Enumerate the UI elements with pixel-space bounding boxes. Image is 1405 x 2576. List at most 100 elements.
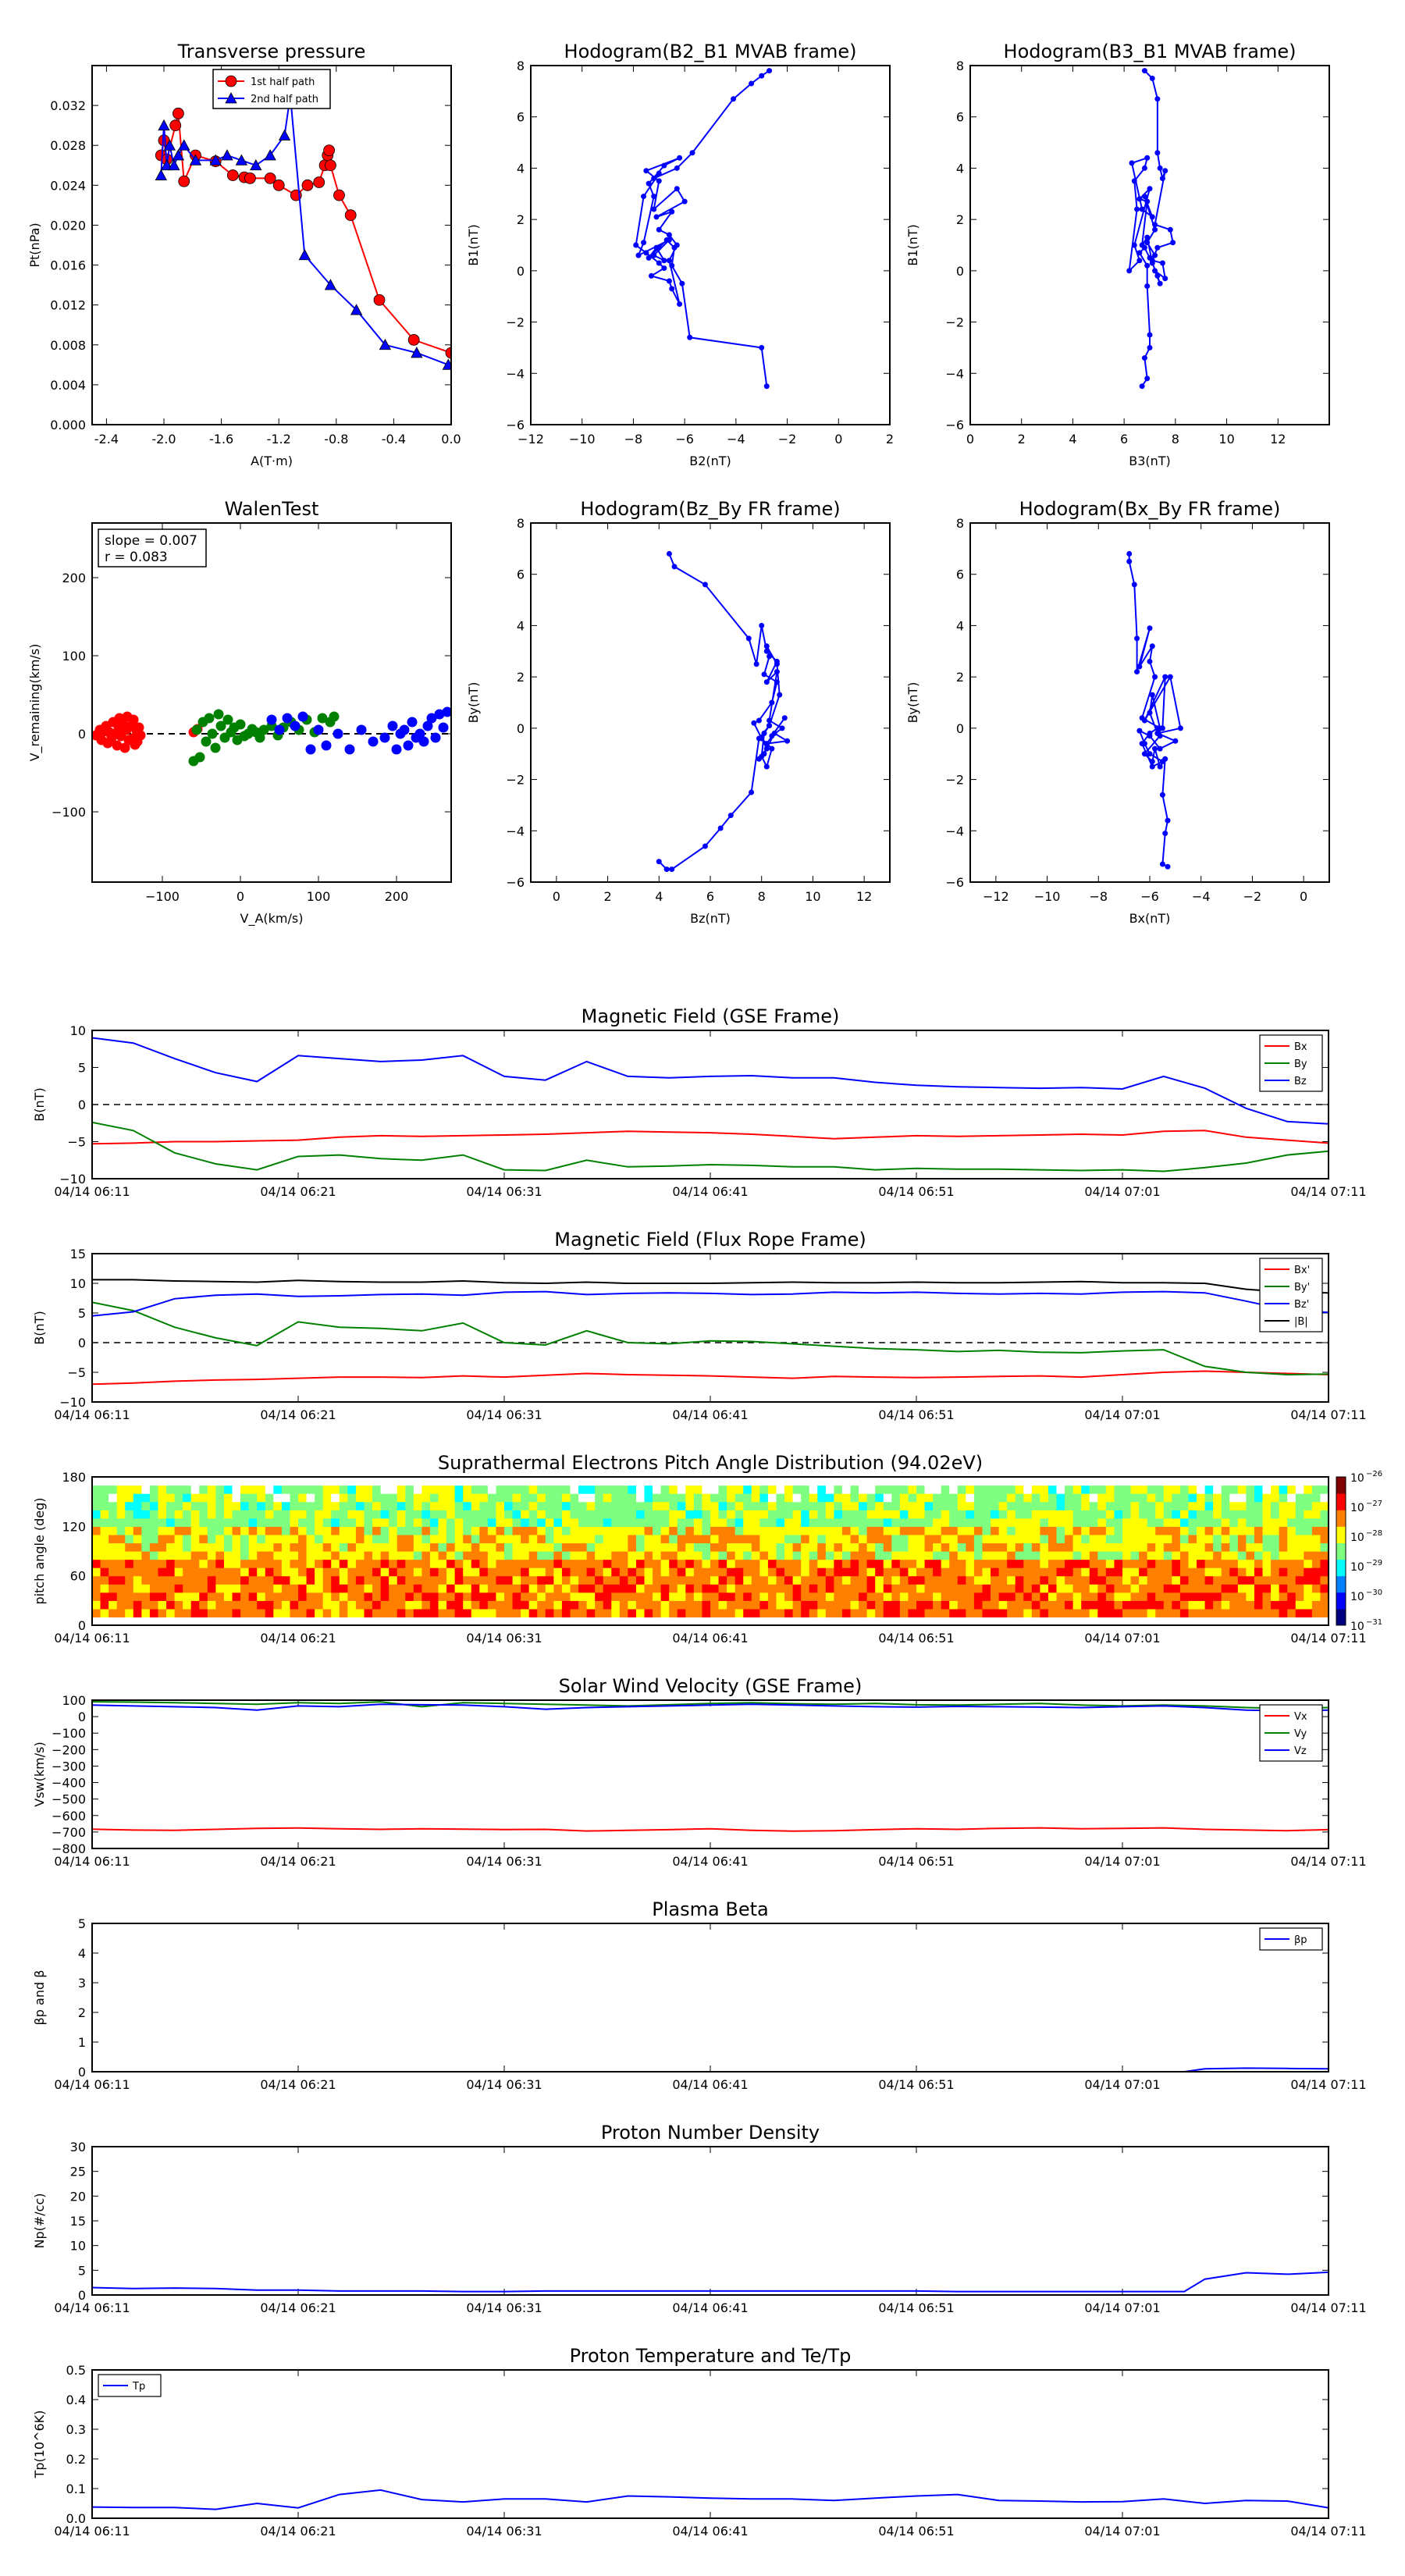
heatmap-cell [496, 1526, 505, 1535]
data-point [379, 732, 390, 743]
heatmap-cell [422, 1617, 431, 1626]
plot-area [1126, 550, 1183, 870]
heatmap-cell [298, 1567, 308, 1577]
heatmap-cell [784, 1600, 794, 1610]
y-tick-label: 0 [78, 1618, 86, 1633]
heatmap-cell [125, 1542, 134, 1552]
heatmap-cell [1130, 1477, 1140, 1486]
heatmap-cell [438, 1551, 447, 1560]
heatmap-cell [611, 1510, 621, 1519]
heatmap-cell [1097, 1567, 1107, 1577]
colorbar-segment [1336, 1477, 1346, 1494]
heatmap-cell [232, 1608, 241, 1618]
heatmap-cell [331, 1600, 340, 1610]
heatmap-cell [281, 1551, 291, 1560]
data-point [641, 240, 647, 246]
heatmap-cell [1147, 1608, 1156, 1618]
heatmap-cell [496, 1559, 505, 1568]
heatmap-cell [1065, 1608, 1074, 1618]
data-point [344, 209, 357, 222]
heatmap-cell [504, 1600, 514, 1610]
heatmap-cell [207, 1534, 216, 1544]
data-point [646, 180, 652, 187]
heatmap-cell [446, 1534, 456, 1544]
heatmap-cell [1254, 1517, 1264, 1527]
heatmap-cell [1188, 1542, 1197, 1552]
heatmap-cell [991, 1534, 1000, 1544]
heatmap-cell [710, 1567, 720, 1577]
heatmap-cell [941, 1584, 950, 1593]
y-axis-label: Vsw(km/s) [32, 1742, 47, 1806]
heatmap-cell [1130, 1608, 1140, 1618]
heatmap-cell [991, 1559, 1000, 1568]
heatmap-cell [941, 1559, 950, 1568]
heatmap-cell [792, 1501, 802, 1510]
heatmap-cell [190, 1608, 200, 1618]
heatmap-cell [413, 1584, 422, 1593]
data-point [661, 265, 667, 272]
heatmap-cell [257, 1584, 266, 1593]
heatmap-cell [1311, 1575, 1321, 1585]
heatmap-cell [1179, 1542, 1190, 1552]
heatmap-cell [306, 1501, 315, 1510]
heatmap-cell [957, 1542, 966, 1552]
heatmap-cell [166, 1493, 176, 1503]
heatmap-cell [982, 1493, 991, 1503]
heatmap-cell [141, 1551, 151, 1560]
heatmap-cell [1015, 1600, 1024, 1610]
heatmap-cell [973, 1534, 984, 1544]
heatmap-cell [92, 1493, 101, 1503]
heatmap-cell [158, 1608, 167, 1618]
data-point [751, 720, 757, 726]
heatmap-cell [223, 1559, 233, 1568]
heatmap-cell [1040, 1534, 1049, 1544]
heatmap-cell [743, 1551, 752, 1560]
heatmap-cell [190, 1510, 200, 1519]
heatmap-cell [949, 1559, 959, 1568]
heatmap-cell [635, 1559, 646, 1568]
heatmap-cell [875, 1510, 884, 1519]
heatmap-cell [537, 1559, 546, 1568]
heatmap-cell [653, 1575, 662, 1585]
heatmap-cell [1197, 1477, 1206, 1486]
heatmap-cell [809, 1510, 818, 1519]
heatmap-cell [710, 1485, 720, 1494]
heatmap-cell [1056, 1534, 1065, 1544]
heatmap-cell [1056, 1485, 1065, 1494]
heatmap-cell [751, 1534, 760, 1544]
x-tick-label: 04/14 07:11 [1290, 2077, 1366, 2092]
heatmap-cell [578, 1510, 588, 1519]
heatmap-cell [92, 1559, 101, 1568]
heatmap-cell [957, 1600, 966, 1610]
heatmap-cell [553, 1526, 563, 1535]
heatmap-cell [603, 1485, 612, 1494]
heatmap-cell [240, 1517, 250, 1527]
data-point [442, 706, 451, 717]
heatmap-cell [1147, 1510, 1156, 1519]
heatmap-cell [331, 1501, 340, 1510]
heatmap-cell [100, 1485, 109, 1494]
data-point [1147, 332, 1153, 338]
heatmap-cell [405, 1542, 414, 1552]
heatmap-cell [1040, 1551, 1049, 1560]
heatmap-cell [248, 1477, 258, 1486]
heatmap-cell [685, 1493, 695, 1503]
heatmap-cell [273, 1584, 283, 1593]
heatmap-cell [1311, 1542, 1321, 1552]
heatmap-cell [1179, 1510, 1190, 1519]
heatmap-cell [710, 1542, 720, 1552]
heatmap-cell [372, 1534, 382, 1544]
y-tick-label: 0.000 [50, 418, 86, 432]
heatmap-cell [677, 1592, 686, 1601]
heatmap-cell [949, 1485, 959, 1494]
heatmap-cell [883, 1551, 892, 1560]
heatmap-cell [438, 1584, 447, 1593]
heatmap-cell [776, 1501, 785, 1510]
x-tick-label: 100 [307, 889, 331, 904]
heatmap-cell [454, 1510, 464, 1519]
heatmap-cell [454, 1501, 464, 1510]
heatmap-cell [628, 1608, 637, 1618]
heatmap-cell [438, 1526, 447, 1535]
heatmap-cell [1023, 1477, 1033, 1486]
heatmap-cell [611, 1567, 621, 1577]
